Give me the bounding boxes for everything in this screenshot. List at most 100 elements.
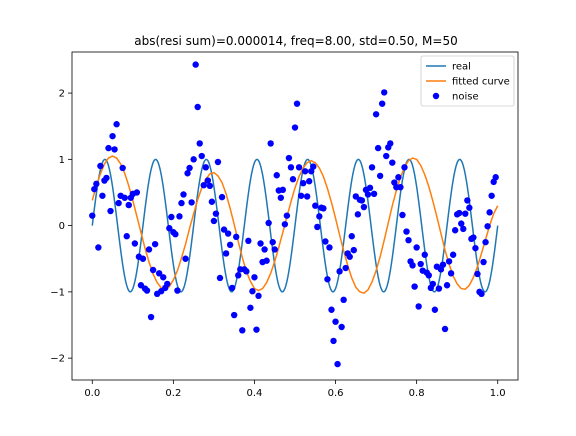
noise-point	[121, 194, 128, 201]
noise-point	[103, 174, 110, 182]
plot-area: 0.0 0.2 0.4 0.6 0.8 1.0 −2 −1 0 1 2	[50, 51, 519, 399]
noise-point	[389, 159, 396, 166]
noise-point	[425, 272, 432, 279]
noise-point	[305, 178, 313, 185]
noise-point	[364, 191, 372, 198]
noise-point	[168, 213, 175, 221]
noise-point	[190, 156, 197, 163]
noise-point	[139, 255, 147, 262]
noise-point	[456, 209, 463, 217]
noise-point	[160, 274, 167, 281]
noise-point	[133, 189, 141, 196]
y-tick-label: −2	[50, 354, 65, 365]
noise-point	[316, 213, 323, 220]
noise-point	[411, 283, 418, 290]
noise-point	[299, 180, 307, 187]
noise-point	[295, 164, 303, 171]
noise-point	[186, 164, 193, 172]
noise-point	[243, 268, 250, 275]
noise-point	[366, 184, 374, 192]
noise-point	[395, 174, 402, 181]
noise-point	[194, 103, 201, 111]
noise-point	[208, 198, 216, 205]
noise-point	[340, 296, 347, 304]
noise-point	[287, 164, 295, 171]
noise-point	[247, 304, 254, 311]
noise-point	[492, 174, 499, 181]
noise-point	[403, 228, 410, 235]
noise-point	[435, 285, 443, 292]
noise-point	[235, 272, 242, 279]
noise-point	[149, 266, 157, 274]
noise-point	[89, 212, 96, 219]
noise-point	[399, 211, 406, 219]
noise-point	[145, 246, 153, 253]
noise-point	[320, 205, 327, 212]
noise-point	[283, 212, 291, 219]
noise-point	[466, 204, 473, 211]
noise-point	[439, 261, 447, 268]
noise-point	[109, 132, 116, 140]
noise-point	[151, 240, 159, 248]
legend-frame	[420, 55, 515, 107]
noise-point	[293, 100, 301, 107]
noise-point	[263, 257, 270, 264]
noise-point	[222, 250, 230, 257]
noise-point	[324, 276, 331, 283]
noise-point	[413, 244, 420, 251]
noise-point	[261, 246, 268, 253]
noise-point	[360, 203, 368, 211]
noise-point	[445, 258, 453, 265]
noise-point	[285, 154, 293, 162]
noise-point	[269, 238, 276, 246]
noise-point	[172, 231, 179, 238]
noise-point	[111, 146, 118, 153]
noise-point	[421, 251, 428, 258]
noise-point	[314, 223, 321, 231]
noise-point	[350, 246, 357, 254]
noise-point	[198, 152, 205, 160]
series-line-fitted-curve	[91, 155, 499, 295]
noise-point	[301, 168, 309, 175]
noise-point	[273, 172, 280, 179]
noise-point	[381, 89, 388, 96]
noise-point	[267, 140, 274, 147]
noise-point	[348, 233, 355, 240]
noise-point	[289, 176, 297, 183]
noise-point	[216, 274, 224, 282]
noise-point	[397, 183, 404, 191]
noise-point	[484, 223, 491, 230]
noise-point	[279, 186, 287, 194]
noise-point	[378, 100, 386, 107]
x-tick-label: 0.2	[165, 388, 181, 399]
noise-point	[107, 207, 114, 215]
noise-point	[277, 194, 285, 201]
noise-point	[451, 227, 459, 234]
noise-point	[224, 230, 232, 237]
noise-point	[368, 164, 376, 171]
noise-point	[188, 199, 195, 206]
noise-point	[429, 280, 437, 288]
noise-point	[182, 255, 189, 262]
noise-point	[486, 209, 493, 216]
axes-frame	[71, 51, 519, 381]
noise-point	[113, 121, 120, 128]
noise-point	[184, 170, 191, 177]
noise-point	[370, 190, 378, 197]
noise-point	[464, 197, 471, 204]
noise-point	[192, 61, 199, 68]
noise-point	[204, 177, 212, 184]
noise-point	[326, 244, 333, 251]
noise-point	[257, 240, 264, 247]
noise-point	[441, 325, 449, 333]
noise-point	[488, 192, 495, 199]
noise-point	[210, 217, 218, 225]
noise-point	[196, 140, 203, 147]
noise-point	[443, 282, 451, 289]
noise-point	[91, 185, 98, 193]
noise-point	[332, 318, 339, 325]
legend-label-fitted-curve: fitted curve	[452, 77, 510, 88]
noise-point	[147, 313, 155, 321]
